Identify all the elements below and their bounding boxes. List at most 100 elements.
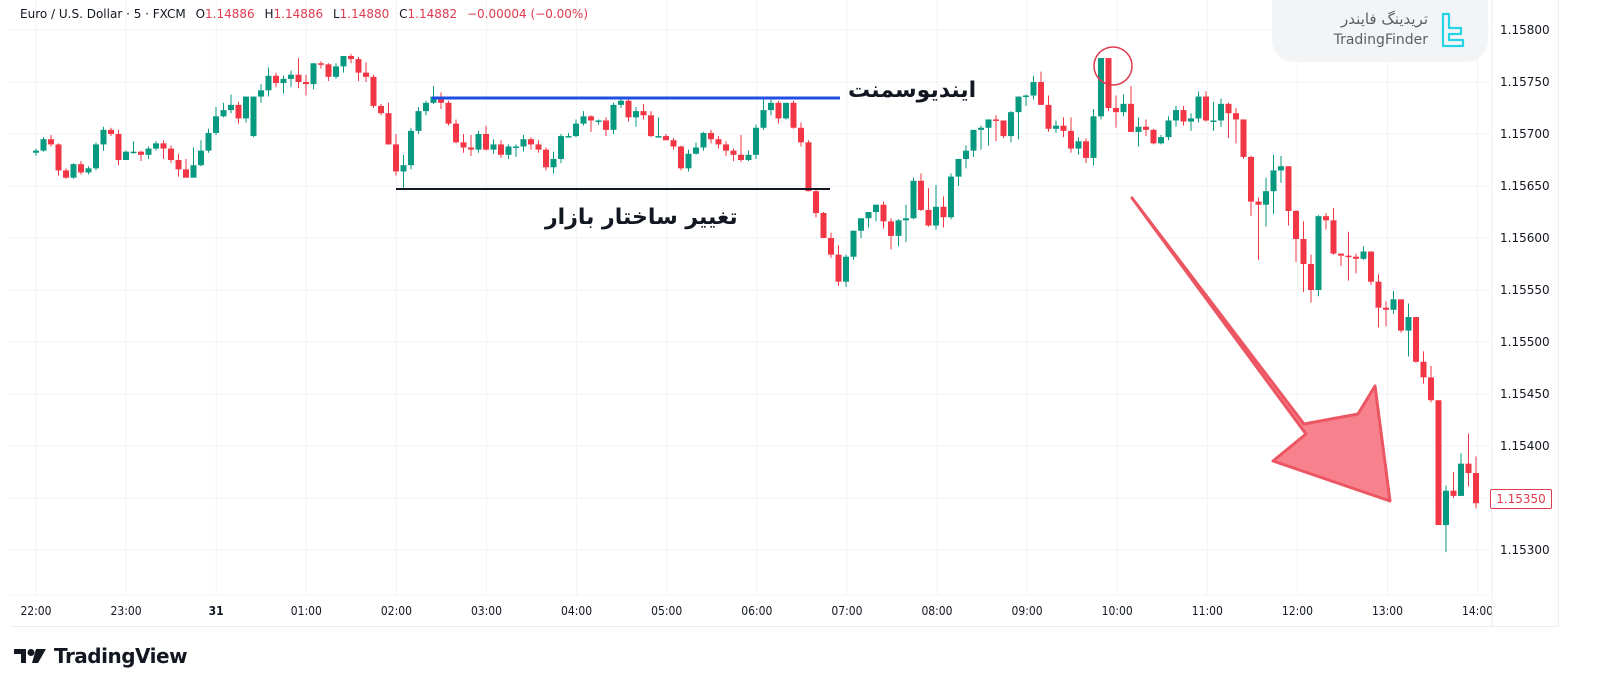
candle-bullish[interactable] bbox=[1008, 112, 1014, 137]
candle-bullish[interactable] bbox=[415, 111, 422, 131]
candle-bullish[interactable] bbox=[550, 158, 557, 168]
candle-bearish[interactable] bbox=[715, 139, 722, 145]
candle-bullish[interactable] bbox=[745, 154, 752, 160]
candle-bullish[interactable] bbox=[1075, 141, 1082, 149]
candle-bearish[interactable] bbox=[1435, 400, 1442, 526]
candle-bullish[interactable] bbox=[1360, 251, 1367, 259]
candle-bullish[interactable] bbox=[895, 220, 902, 236]
candle-bearish[interactable] bbox=[363, 72, 369, 77]
candle-bearish[interactable] bbox=[1330, 220, 1337, 254]
candle-bearish[interactable] bbox=[168, 148, 174, 160]
candle-bullish[interactable] bbox=[70, 164, 77, 178]
candle-bullish[interactable] bbox=[40, 139, 47, 151]
candle-bullish[interactable] bbox=[430, 96, 437, 103]
candle-bullish[interactable] bbox=[700, 132, 707, 148]
candle-bullish[interactable] bbox=[1315, 216, 1322, 290]
candle-bearish[interactable] bbox=[1450, 490, 1457, 496]
candle-bearish[interactable] bbox=[498, 144, 504, 155]
candle-bearish[interactable] bbox=[775, 102, 782, 119]
candle-bullish[interactable] bbox=[610, 104, 617, 130]
candle-bullish[interactable] bbox=[1270, 170, 1277, 192]
candle-bullish[interactable] bbox=[768, 102, 774, 111]
candle-bearish[interactable] bbox=[828, 238, 834, 255]
candle-bearish[interactable] bbox=[835, 254, 842, 282]
candle-bullish[interactable] bbox=[513, 146, 519, 148]
candle-bearish[interactable] bbox=[588, 116, 594, 121]
candle-bearish[interactable] bbox=[1083, 141, 1089, 158]
candle-bearish[interactable] bbox=[460, 142, 467, 148]
candle-bearish[interactable] bbox=[1300, 239, 1307, 264]
candle-bullish[interactable] bbox=[963, 150, 969, 159]
candle-bearish[interactable] bbox=[535, 144, 542, 150]
candle-bullish[interactable] bbox=[903, 218, 909, 221]
candle-bearish[interactable] bbox=[385, 113, 392, 145]
tradingview-brand[interactable]: TradingView bbox=[14, 644, 188, 668]
candle-bullish[interactable] bbox=[228, 104, 234, 111]
candle-bullish[interactable] bbox=[1053, 125, 1059, 129]
candle-bearish[interactable] bbox=[1105, 58, 1112, 108]
candle-bearish[interactable] bbox=[1128, 103, 1134, 132]
candle-bullish[interactable] bbox=[1218, 103, 1224, 121]
candle-bearish[interactable] bbox=[543, 149, 549, 168]
candle-bullish[interactable] bbox=[1458, 463, 1464, 496]
candle-bearish[interactable] bbox=[1233, 113, 1239, 120]
candle-bearish[interactable] bbox=[1000, 120, 1007, 137]
candle-bullish[interactable] bbox=[1443, 490, 1449, 526]
highlight-circle[interactable] bbox=[1093, 46, 1133, 86]
candle-bearish[interactable] bbox=[1465, 463, 1472, 474]
candle-bearish[interactable] bbox=[1368, 251, 1374, 282]
candle-bearish[interactable] bbox=[1428, 377, 1434, 401]
candle-bearish[interactable] bbox=[1398, 299, 1404, 331]
candle-bullish[interactable] bbox=[618, 100, 624, 105]
candle-bullish[interactable] bbox=[310, 63, 317, 85]
candle-bearish[interactable] bbox=[1338, 253, 1344, 256]
down-arrow-icon[interactable] bbox=[1130, 196, 1392, 503]
candle-bearish[interactable] bbox=[1375, 281, 1382, 308]
candle-bearish[interactable] bbox=[1413, 317, 1419, 362]
candle-bearish[interactable] bbox=[48, 139, 54, 145]
candle-bullish[interactable] bbox=[753, 127, 759, 155]
candle-bullish[interactable] bbox=[865, 212, 872, 219]
candle-bullish[interactable] bbox=[693, 147, 699, 154]
candle-bearish[interactable] bbox=[183, 169, 189, 178]
candle-bearish[interactable] bbox=[325, 64, 332, 77]
candle-bullish[interactable] bbox=[423, 102, 429, 112]
candle-bullish[interactable] bbox=[123, 151, 129, 160]
candle-bullish[interactable] bbox=[1015, 96, 1022, 113]
candle-bullish[interactable] bbox=[213, 116, 219, 133]
candle-bullish[interactable] bbox=[1263, 191, 1269, 205]
candle-bearish[interactable] bbox=[1248, 156, 1254, 202]
candle-bullish[interactable] bbox=[1405, 317, 1412, 331]
candle-bearish[interactable] bbox=[1180, 110, 1187, 122]
candle-bullish[interactable] bbox=[340, 56, 347, 67]
candle-bullish[interactable] bbox=[565, 136, 572, 138]
candle-bearish[interactable] bbox=[438, 96, 444, 103]
candle-bearish[interactable] bbox=[63, 170, 69, 178]
candle-bullish[interactable] bbox=[760, 110, 767, 128]
candle-bearish[interactable] bbox=[468, 147, 474, 150]
candle-bearish[interactable] bbox=[993, 119, 999, 121]
candle-bullish[interactable] bbox=[580, 116, 587, 124]
candle-bearish[interactable] bbox=[1420, 361, 1427, 378]
candle-bullish[interactable] bbox=[873, 204, 879, 212]
candle-bearish[interactable] bbox=[1240, 119, 1247, 157]
candle-bearish[interactable] bbox=[355, 59, 362, 73]
candle-bearish[interactable] bbox=[880, 204, 887, 222]
candle-bearish[interactable] bbox=[805, 142, 812, 192]
candle-bearish[interactable] bbox=[175, 160, 182, 170]
candle-bearish[interactable] bbox=[445, 102, 452, 124]
candle-bullish[interactable] bbox=[250, 96, 257, 137]
candle-bullish[interactable] bbox=[558, 136, 564, 159]
candle-bullish[interactable] bbox=[333, 66, 339, 77]
candle-bearish[interactable] bbox=[1143, 126, 1149, 130]
candle-bullish[interactable] bbox=[1098, 58, 1104, 117]
candle-bearish[interactable] bbox=[1353, 256, 1359, 259]
candle-bearish[interactable] bbox=[1345, 255, 1352, 258]
candle-bullish[interactable] bbox=[1188, 118, 1194, 122]
candle-bullish[interactable] bbox=[505, 146, 512, 155]
candle-bearish[interactable] bbox=[370, 76, 377, 106]
candle-bullish[interactable] bbox=[1158, 137, 1164, 144]
candle-bearish[interactable] bbox=[55, 144, 62, 171]
candle-bearish[interactable] bbox=[1150, 129, 1157, 144]
candle-bullish[interactable] bbox=[408, 130, 414, 166]
